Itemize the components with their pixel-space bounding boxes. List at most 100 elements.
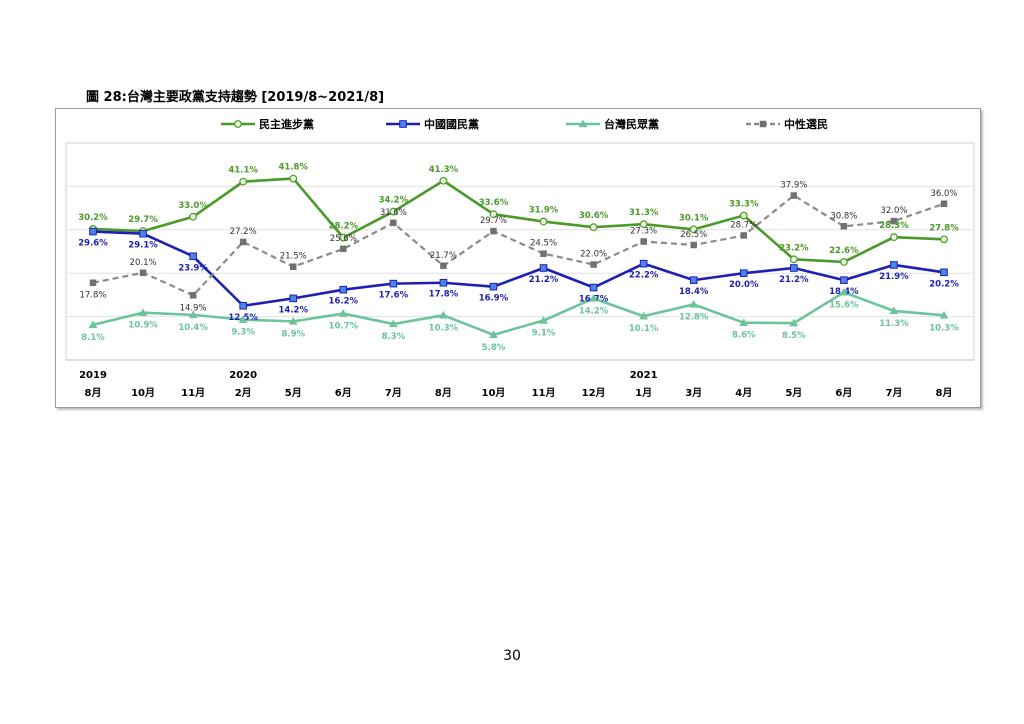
data-point [289,174,298,183]
data-point [739,211,748,220]
data-point [338,309,348,317]
data-point [589,223,598,232]
data-point [890,217,898,225]
x-tick-label: 5月 [285,387,302,399]
data-label: 31.9% [529,206,559,216]
data-label: 33.0% [178,201,208,211]
data-label: 9.1% [532,329,556,339]
data-label: 17.6% [379,291,409,301]
data-point [288,316,298,325]
data-point [539,264,548,272]
data-label: 22.6% [829,246,859,256]
legend-item: 中性選民 [746,117,828,131]
data-point [289,294,298,303]
data-point [940,200,948,208]
data-point [840,223,848,230]
data-point [389,279,398,288]
legend-label: 台灣民眾黨 [604,117,659,131]
data-label: 27.2% [230,227,257,237]
data-label: 14.2% [278,305,308,315]
data-point [239,177,248,186]
x-tick-label: 7月 [385,387,402,399]
data-point [489,330,498,339]
page-number: 30 [503,648,521,664]
x-year-label: 2021 [630,370,658,381]
data-label: 20.2% [929,279,959,289]
data-label: 20.0% [729,280,759,290]
data-point [890,233,898,242]
data-point [589,293,599,302]
data-label: 10.4% [178,323,208,333]
data-label: 10.3% [429,323,459,333]
data-point [790,264,798,272]
series-line [92,194,945,297]
data-label: 28.3% [879,221,909,231]
data-point [790,192,798,199]
data-label: 29.7% [128,215,158,225]
data-point [690,241,697,249]
figure-title: 圖 28:台灣主要政黨支持趨勢 [2019/8~2021/8] [86,90,385,105]
data-label: 41.1% [228,166,258,176]
data-point [940,268,948,277]
data-label: 30.8% [830,211,857,221]
data-point [539,217,548,226]
data-label: 12.8% [679,312,709,322]
data-point [639,311,649,320]
data-label: 30.1% [679,213,709,223]
data-point [439,278,448,287]
data-label: 21.9% [879,272,909,282]
data-point [438,310,448,319]
data-point [939,310,949,319]
series-line [92,230,945,308]
legend-label: 民主進步黨 [259,117,314,131]
data-point [640,238,647,245]
data-point [689,225,698,234]
data-label: 10.7% [329,322,359,332]
data-point [540,250,547,257]
data-point [89,279,97,286]
legend-item: 中國國民黨 [386,117,479,131]
data-label: 22.0% [580,250,607,260]
legend-marker [234,120,242,128]
data-point [189,252,197,261]
data-point [840,276,848,284]
data-point [739,269,748,277]
data-point [389,207,398,216]
data-point [440,262,447,270]
legend-item: 民主進步黨 [221,117,314,131]
legend-marker [399,120,407,128]
data-label: 24.5% [530,239,557,249]
data-label: 32.0% [880,206,907,216]
x-tick-label: 3月 [685,387,702,399]
data-label: 36.0% [930,189,957,199]
data-label: 16.9% [479,294,509,304]
data-point [339,233,348,242]
legend-marker [759,120,767,128]
data-label: 10.9% [128,321,158,331]
data-point [490,227,497,235]
data-point [740,232,748,239]
data-label: 28.7% [730,220,757,230]
x-tick-label: 4月 [735,387,752,399]
data-point [889,306,899,315]
data-label: 29.1% [128,241,158,251]
data-label: 23.2% [779,243,809,253]
data-point [590,261,597,268]
data-label: 31.6% [380,208,407,218]
data-point [340,245,347,253]
x-tick-label: 11月 [181,387,205,399]
data-label: 41.3% [429,165,459,175]
data-label: 15.6% [829,300,859,310]
data-point [189,292,197,299]
data-label: 20.1% [130,258,157,268]
data-point [188,310,198,319]
x-tick-label: 8月 [85,387,102,399]
legend-marker [578,119,588,128]
data-label: 23.9% [178,263,208,273]
chart-frame: 2019 2020 2021 8月 10月 11月 2月 5月 6月 7月 8月 10月 11月 12月 1… [55,108,981,408]
series-line [92,290,945,337]
x-tick-label: 11月 [532,387,556,399]
data-label: 8.5% [782,331,806,341]
data-label: 33.6% [479,198,509,208]
x-tick-label: 6月 [335,387,352,399]
